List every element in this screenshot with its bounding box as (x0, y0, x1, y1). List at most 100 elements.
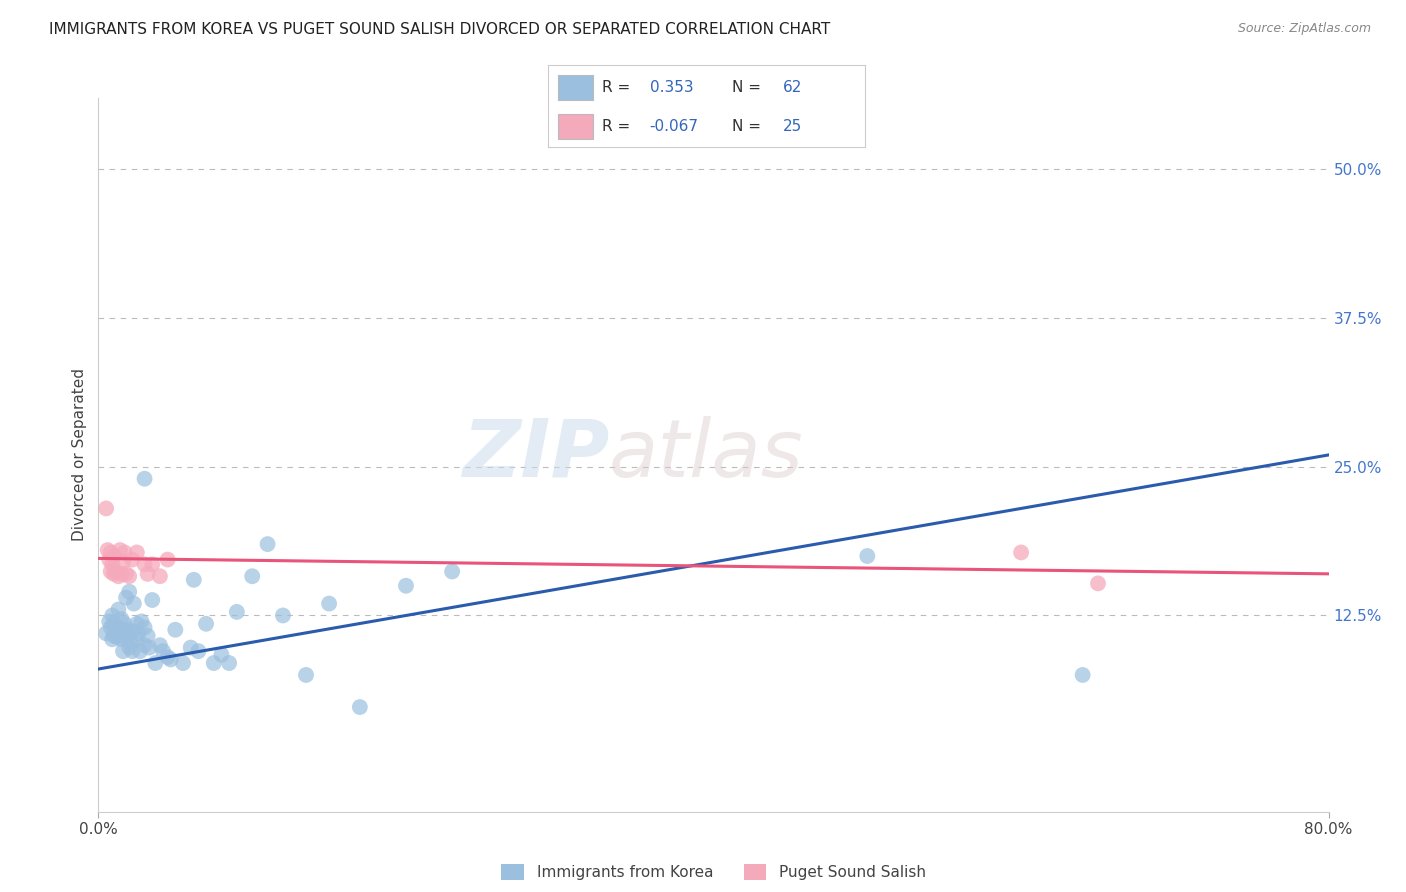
Text: atlas: atlas (609, 416, 804, 494)
Point (105, 630, 128, 644)
Point (134, 558, 156, 572)
Point (117, 623, 139, 637)
Point (100, 565, 122, 579)
Point (101, 632, 124, 647)
Point (195, 616, 218, 631)
Point (108, 543, 131, 558)
Point (225, 605, 247, 619)
Point (136, 629, 159, 643)
Point (121, 624, 143, 638)
Point (180, 640, 202, 655)
Point (271, 608, 294, 623)
Point (115, 591, 138, 605)
Point (441, 565, 464, 579)
Point (118, 584, 141, 599)
Point (107, 569, 129, 583)
Point (395, 579, 418, 593)
Point (107, 620, 129, 634)
Point (121, 644, 143, 658)
Point (152, 644, 174, 658)
Point (138, 640, 160, 655)
Point (134, 472, 156, 486)
Point (112, 644, 135, 658)
Point (121, 552, 143, 566)
Point (104, 565, 127, 579)
Point (256, 537, 278, 551)
Point (129, 644, 152, 658)
Point (98, 552, 121, 566)
Point (110, 623, 132, 637)
Point (110, 632, 132, 647)
Text: ZIP: ZIP (461, 416, 609, 494)
Text: R =: R = (602, 79, 636, 95)
Text: IMMIGRANTS FROM KOREA VS PUGET SOUND SALISH DIVORCED OR SEPARATED CORRELATION CH: IMMIGRANTS FROM KOREA VS PUGET SOUND SAL… (49, 22, 831, 37)
Point (127, 626, 149, 640)
Point (1087, 576, 1109, 591)
Point (183, 573, 205, 587)
Point (120, 634, 142, 648)
Y-axis label: Divorced or Separated: Divorced or Separated (72, 368, 87, 541)
Point (98, 615, 121, 629)
Point (143, 656, 166, 670)
Point (159, 652, 181, 666)
Text: Source: ZipAtlas.com: Source: ZipAtlas.com (1237, 22, 1371, 36)
Point (107, 602, 129, 616)
Text: 0.353: 0.353 (650, 79, 693, 95)
Point (134, 620, 156, 634)
Point (211, 648, 233, 662)
Point (103, 549, 125, 563)
Point (856, 549, 879, 563)
Point (149, 569, 172, 583)
Point (1071, 668, 1094, 682)
Point (110, 566, 132, 581)
Point (110, 612, 132, 626)
Point (103, 566, 125, 581)
Point (318, 597, 340, 611)
Point (349, 700, 371, 714)
Point (165, 623, 187, 637)
Point (141, 593, 163, 607)
Point (108, 629, 131, 643)
Point (156, 552, 179, 566)
Point (240, 569, 263, 583)
Point (101, 608, 124, 623)
Point (125, 545, 148, 559)
Point (131, 615, 153, 629)
Point (118, 640, 141, 655)
Point (101, 558, 124, 572)
Point (122, 597, 145, 611)
Point (115, 629, 138, 643)
Point (125, 616, 148, 631)
Point (141, 558, 163, 572)
FancyBboxPatch shape (558, 114, 593, 139)
Text: 62: 62 (782, 79, 801, 95)
Point (104, 624, 127, 638)
Point (172, 656, 194, 670)
FancyBboxPatch shape (558, 75, 593, 100)
Point (100, 620, 122, 634)
Point (134, 638, 156, 652)
Text: 25: 25 (782, 120, 801, 134)
Text: N =: N = (731, 79, 766, 95)
Point (156, 650, 179, 665)
Point (118, 569, 141, 583)
Point (218, 656, 240, 670)
Point (103, 616, 125, 631)
Point (136, 566, 159, 581)
Point (125, 632, 148, 647)
Legend: Immigrants from Korea, Puget Sound Salish: Immigrants from Korea, Puget Sound Salis… (495, 858, 932, 886)
Point (114, 616, 136, 631)
Point (187, 644, 209, 658)
Point (94, 501, 117, 516)
Point (1010, 545, 1032, 559)
Point (100, 545, 122, 559)
Text: N =: N = (731, 120, 766, 134)
Point (202, 656, 225, 670)
Point (149, 638, 172, 652)
Point (115, 566, 138, 581)
Point (112, 555, 135, 569)
Point (97, 543, 120, 558)
Point (114, 545, 136, 559)
Point (103, 629, 125, 643)
Text: -0.067: -0.067 (650, 120, 699, 134)
